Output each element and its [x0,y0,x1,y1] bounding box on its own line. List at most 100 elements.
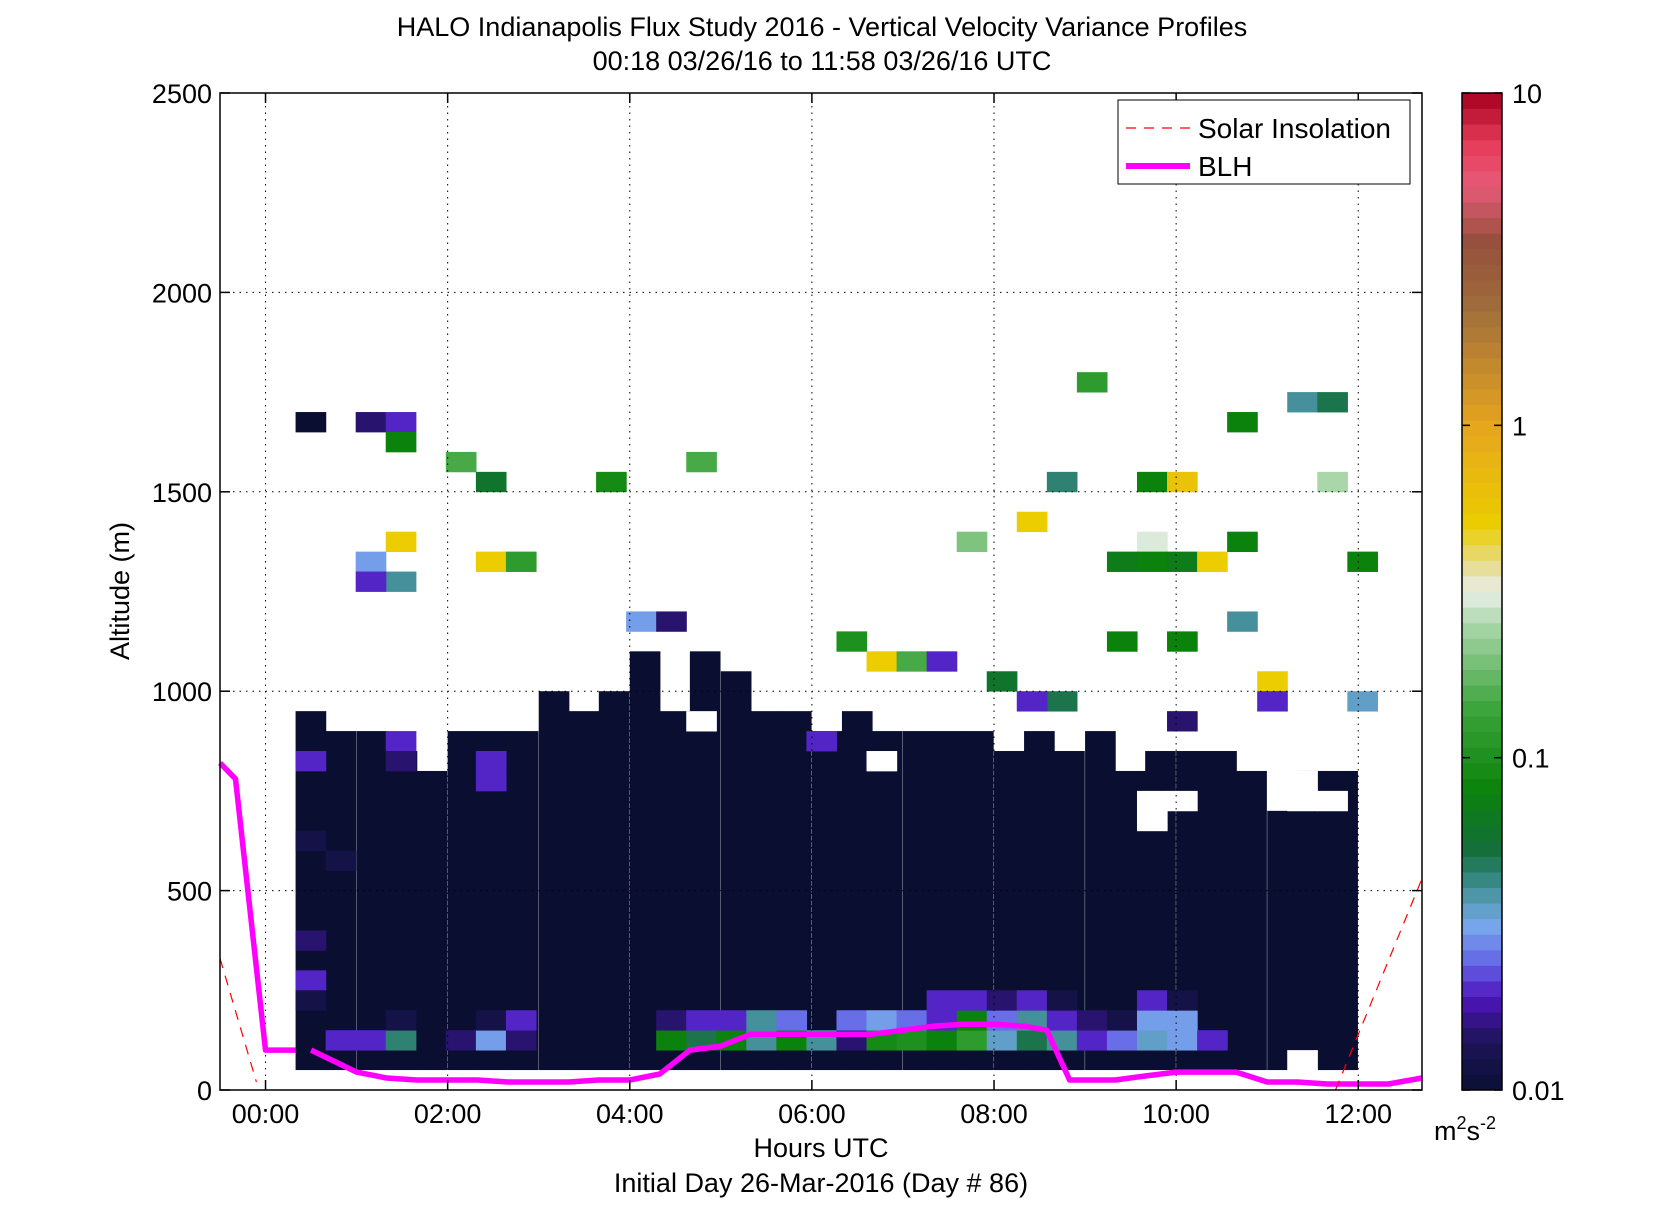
heatmap-cell [1046,1010,1078,1031]
x-axis-sublabel: Initial Day 26-Mar-2016 (Day # 86) [614,1168,1028,1198]
colorbar-band [1462,124,1502,141]
heatmap-cell [295,751,327,772]
colorbar-tick-label: 10 [1512,79,1542,109]
colorbar-band [1462,809,1502,826]
colorbar-band [1462,918,1502,935]
heatmap-cell [385,571,417,592]
colorbar-band [1462,139,1502,156]
heatmap-cell [866,651,898,672]
colorbar-band [1462,622,1502,639]
heatmap-cell [626,611,657,632]
x-axis-ticks: 00:00 02:00 04:00 06:00 08:00 10:00 12:00 [232,93,1392,1129]
heatmap-cell [1136,1010,1168,1031]
heatmap-cell [1167,1030,1198,1051]
heatmap-cell [1167,551,1198,572]
legend: Solar Insolation BLH [1117,99,1411,185]
heatmap-column [629,651,661,1071]
colorbar-band [1462,794,1502,811]
colorbar-band [1462,840,1502,857]
heatmap-cell [1016,1030,1048,1051]
colorbar-band [1462,466,1502,483]
heatmap-cell [1317,392,1348,413]
colorbar-band [1462,996,1502,1013]
colorbar-band [1462,248,1502,265]
colorbar-band [1462,560,1502,577]
heatmap-cell [1227,611,1258,632]
colorbar-band [1462,762,1502,779]
heatmap-cell [986,671,1018,692]
heatmap-cell [1317,471,1348,493]
chart-title: HALO Indianapolis Flux Study 2016 - Vert… [397,12,1247,42]
heatmap-cell [866,1010,898,1031]
y-tick-label: 2000 [152,278,212,308]
heatmap-gap [1136,810,1168,832]
colorbar-band [1462,887,1502,904]
colorbar-band [1462,295,1502,312]
heatmap-cell [1106,631,1138,652]
colorbar-unit-m: m [1434,1116,1457,1146]
heatmap-cell [836,1010,868,1031]
colorbar-band [1462,1027,1502,1044]
heatmap-cell [385,431,417,453]
x-tick-label: 10:00 [1142,1099,1210,1129]
heatmap-cell [505,1030,537,1051]
colorbar-band [1462,544,1502,561]
heatmap-cell [1106,1030,1138,1051]
heatmap-cell [385,1010,417,1031]
colorbar-gradient [1462,93,1502,1091]
heatmap-gap [866,751,898,772]
colorbar-band [1462,700,1502,717]
heatmap-cell [686,451,717,473]
heatmap-column [416,770,448,1071]
colorbar-band [1462,1012,1502,1029]
colorbar-band [1462,233,1502,250]
legend-box [1117,99,1411,185]
heatmap-cell [1106,551,1138,572]
colorbar-unit-sup2: -2 [1480,1113,1496,1133]
colorbar-band [1462,980,1502,998]
heatmap-cell [1136,531,1168,553]
x-tick-label: 04:00 [596,1099,664,1129]
heatmap-cell [926,990,958,1011]
colorbar-band [1462,1043,1502,1060]
y-tick-label: 500 [167,877,212,907]
heatmap-gap [1287,1050,1318,1071]
heatmap-cell [1136,471,1168,493]
heatmap-cell [1167,471,1198,493]
heatmap-cell [445,451,477,473]
solar-insolation-line [219,958,257,1083]
heatmap-cell [776,1010,808,1031]
heatmap-cell [1167,711,1198,732]
heatmap-cell [1046,691,1078,712]
x-tick-label: 12:00 [1324,1099,1392,1129]
heatmap-column [447,731,479,1071]
y-tick-label: 2500 [152,79,212,109]
heatmap-cell [1046,990,1078,1011]
heatmap-column [356,731,388,1071]
colorbar-band [1462,934,1502,951]
heatmap-column [598,691,630,1071]
blh-line [218,761,296,1053]
heatmap-cell [716,1010,747,1031]
heatmap-cell [1347,691,1378,712]
heatmap-cell [1257,671,1288,692]
heatmap-cell [956,1030,988,1051]
x-axis-label: Hours UTC [753,1133,888,1163]
heatmap-cell [1227,531,1258,553]
colorbar-band [1462,279,1502,297]
heatmap-cell [475,551,507,572]
legend-solar-label: Solar Insolation [1198,113,1391,144]
heatmap-cells [295,372,1378,1071]
heatmap-cell [1167,1010,1198,1031]
colorbar-band [1462,778,1502,795]
heatmap-cell [355,571,387,592]
y-tick-label: 1000 [152,677,212,707]
heatmap-cell [956,990,988,1011]
heatmap-cell [445,1030,477,1051]
heatmap-cell [986,1030,1018,1051]
colorbar-tick-label: 0.1 [1512,744,1550,774]
heatmap-cell [385,1030,417,1051]
heatmap-cell [325,1030,357,1051]
heatmap-column [1297,770,1328,1071]
colorbar-tick-label: 1 [1512,411,1527,441]
